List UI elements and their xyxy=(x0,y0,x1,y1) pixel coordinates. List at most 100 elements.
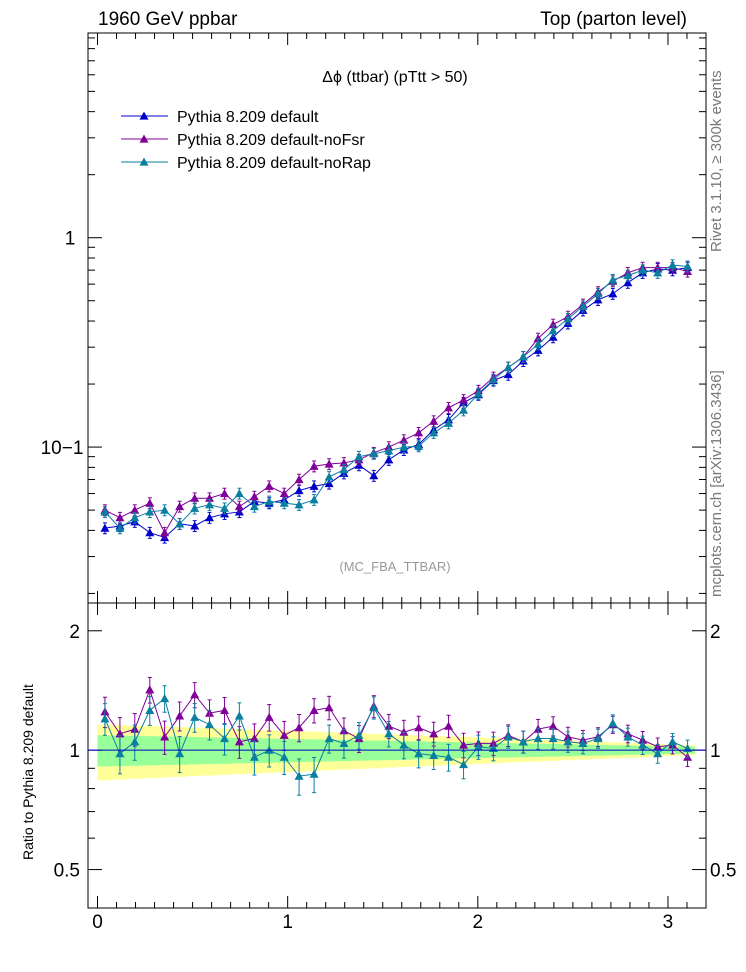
data-point xyxy=(578,301,588,310)
data-point xyxy=(444,418,454,427)
chart-title: Δϕ (ttbar) (pTtt > 50) xyxy=(322,69,467,86)
data-point xyxy=(384,455,394,464)
ratio-axis-label: Ratio to Pythia 8.209 default xyxy=(20,684,36,860)
ratio-point xyxy=(175,749,185,758)
data-point xyxy=(369,449,379,458)
data-point xyxy=(234,502,244,511)
series-line xyxy=(104,267,688,534)
data-point xyxy=(488,375,498,384)
ratio-point xyxy=(429,750,439,760)
data-point xyxy=(309,481,319,490)
series-line xyxy=(104,267,688,539)
data-point xyxy=(190,521,200,530)
ratio-tick-label-right: 0.5 xyxy=(710,861,736,882)
ratio-point xyxy=(145,705,155,714)
ratio-point xyxy=(459,740,469,749)
ratio-point xyxy=(324,703,334,712)
data-point xyxy=(414,441,424,450)
ratio-point xyxy=(444,721,454,730)
data-point xyxy=(399,435,409,444)
ratio-point xyxy=(399,740,409,749)
ratio-tick-label-right: 2 xyxy=(710,622,721,643)
ratio-point xyxy=(190,690,200,699)
ratio-point xyxy=(115,729,125,738)
legend: Pythia 8.209 default Pythia 8.209 default… xyxy=(121,109,371,172)
data-point xyxy=(220,489,230,498)
data-point xyxy=(115,523,125,532)
legend-marker xyxy=(139,111,149,120)
data-point xyxy=(205,493,215,502)
data-point xyxy=(205,513,215,522)
data-point xyxy=(339,465,349,474)
data-point xyxy=(309,461,319,470)
ratio-point xyxy=(234,711,244,720)
data-point xyxy=(175,519,185,528)
data-point xyxy=(264,496,274,506)
ratio-point xyxy=(653,749,663,758)
series-2 xyxy=(100,259,693,535)
data-point xyxy=(324,459,334,468)
data-point xyxy=(160,528,170,537)
ratio-band-green xyxy=(97,735,696,767)
ratio-point xyxy=(115,749,125,758)
data-point xyxy=(205,500,215,509)
data-series xyxy=(88,259,706,796)
ratio-point xyxy=(608,718,618,727)
data-point xyxy=(145,498,155,507)
ratio-tick-label-left: 1 xyxy=(69,741,80,762)
ratio-point xyxy=(130,737,140,746)
ratio-point xyxy=(354,730,364,739)
data-point xyxy=(503,370,513,379)
data-point xyxy=(100,523,110,532)
data-point xyxy=(638,265,648,274)
legend-label: Pythia 8.209 default-noFsr xyxy=(177,132,365,149)
ratio-point xyxy=(309,769,319,778)
data-point xyxy=(683,261,693,270)
ratio-point xyxy=(414,723,424,732)
data-point xyxy=(608,275,618,284)
data-point xyxy=(190,493,200,502)
series-1 xyxy=(100,261,693,539)
ratio-point xyxy=(563,737,573,746)
data-point xyxy=(473,389,483,398)
data-point xyxy=(100,507,110,516)
data-point xyxy=(623,278,633,287)
data-point xyxy=(563,314,573,323)
data-point xyxy=(533,334,543,343)
ratio-point xyxy=(578,738,588,748)
ratio-point xyxy=(249,752,259,761)
legend-marker xyxy=(139,157,149,166)
data-point xyxy=(145,528,155,537)
ratio-point xyxy=(294,771,304,780)
x-tick-label: 3 xyxy=(663,912,674,933)
data-point xyxy=(115,513,125,522)
ratio-point xyxy=(100,714,110,723)
data-point xyxy=(234,489,244,498)
data-point xyxy=(190,503,200,512)
data-point xyxy=(309,495,319,504)
data-point xyxy=(279,498,289,507)
ratio-point xyxy=(668,737,678,746)
process-label: Top (parton level) xyxy=(540,9,687,30)
data-point xyxy=(623,270,633,280)
y-tick-label: 10−1 xyxy=(41,438,84,459)
ratio-point xyxy=(264,712,274,721)
ratio-point xyxy=(160,732,170,741)
data-point xyxy=(175,502,185,511)
energy-label: 1960 GeV ppbar xyxy=(98,9,238,30)
ratio-tick-label-left: 2 xyxy=(69,622,80,643)
ratio-point xyxy=(548,721,558,730)
series-line xyxy=(104,264,688,529)
ratio-point xyxy=(473,742,483,751)
ratio-point xyxy=(294,723,304,732)
ratio-tick-label-left: 0.5 xyxy=(54,861,80,882)
ratio-plot-frame xyxy=(87,602,707,909)
ratio-point xyxy=(503,732,513,741)
data-point xyxy=(399,442,409,451)
data-point xyxy=(503,362,513,372)
ratio-point xyxy=(429,729,439,738)
data-point xyxy=(459,405,469,414)
ratio-point xyxy=(309,705,319,714)
ratio-bands xyxy=(97,724,696,781)
legend-label: Pythia 8.209 default-noRap xyxy=(177,155,371,172)
